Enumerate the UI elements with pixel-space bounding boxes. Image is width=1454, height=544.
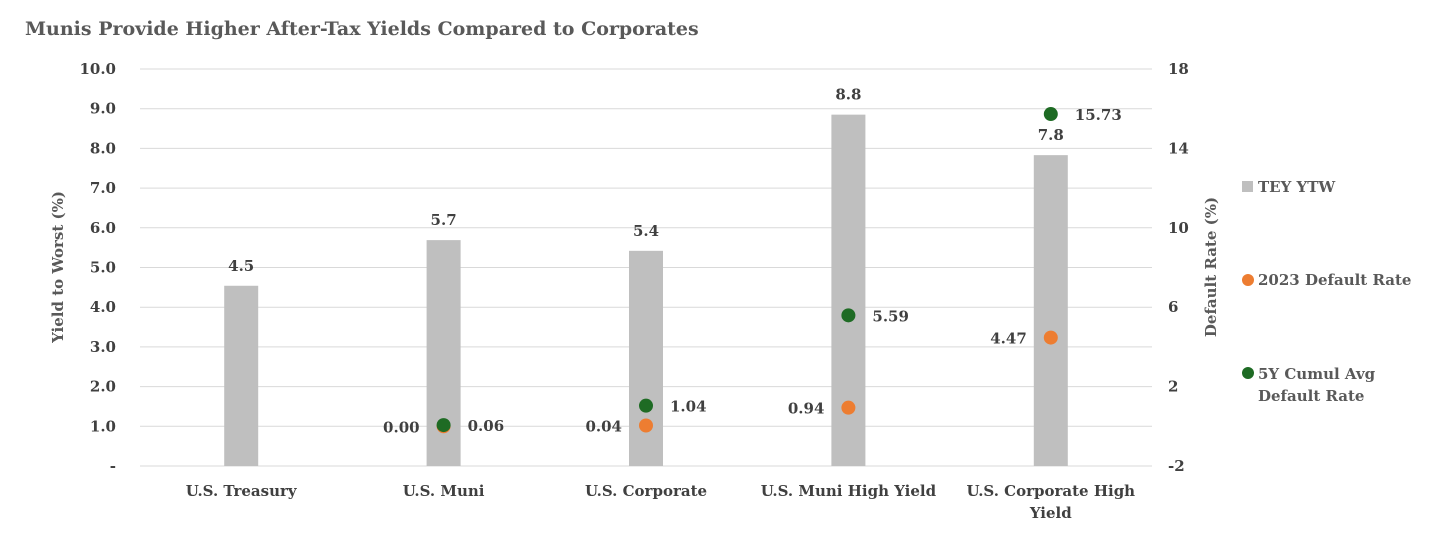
category-label: U.S. Corporate — [585, 482, 707, 500]
legend: TEY YTW 2023 Default Rate 5Y Cumul Avg Defa… — [1242, 178, 1411, 405]
default-rate-label: 0.04 — [585, 418, 622, 436]
legend-swatch-2023-default — [1242, 274, 1254, 286]
cumul-default-label: 0.06 — [468, 417, 505, 435]
left-tick-label: 9.0 — [90, 100, 116, 118]
bar-data-label: 5.4 — [633, 222, 659, 240]
left-tick-label: 10.0 — [79, 60, 116, 78]
category-label: U.S. Corporate High — [967, 482, 1136, 500]
bar-data-label: 7.8 — [1038, 126, 1064, 144]
point-series: 0.00 0.04 0.94 4.47 0.06 1.04 5.59 15.73 — [383, 106, 1122, 436]
category-label: U.S. Treasury — [186, 482, 298, 500]
legend-label-tey-ytw: TEY YTW — [1258, 178, 1336, 196]
default-rate-point — [841, 400, 856, 415]
cumul-default-point — [436, 418, 451, 433]
left-tick-label: 6.0 — [90, 219, 116, 237]
legend-swatch-tey-ytw — [1242, 181, 1253, 192]
bar-data-label: 4.5 — [228, 257, 254, 275]
right-tick-label: 2 — [1168, 378, 1178, 396]
left-tick-label: 2.0 — [90, 378, 116, 396]
right-tick-label: 10 — [1168, 219, 1189, 237]
legend-label-2023-default: 2023 Default Rate — [1258, 271, 1411, 289]
left-tick-label: 4.0 — [90, 298, 116, 316]
legend-label-cumul-default: 5Y Cumul Avg — [1258, 365, 1376, 383]
cumul-default-label: 5.59 — [872, 307, 909, 325]
left-tick-label: 3.0 — [90, 338, 116, 356]
right-axis-ticks: -2 2 6 10 14 18 — [1168, 60, 1189, 475]
legend-label-cumul-default: Default Rate — [1258, 387, 1364, 405]
right-tick-label: 18 — [1168, 60, 1189, 78]
category-label: Yield — [1029, 504, 1072, 522]
default-rate-point — [639, 418, 653, 433]
right-tick-label: 14 — [1168, 139, 1189, 157]
chart-title: Munis Provide Higher After-Tax Yields Co… — [25, 18, 699, 40]
left-axis-ticks: - 1.0 2.0 3.0 4.0 5.0 6.0 7.0 8.0 9.0 10.0 — [79, 60, 116, 475]
bar — [1033, 155, 1068, 467]
category-labels: U.S. Treasury U.S. Muni U.S. Corporate U.S.… — [186, 482, 1135, 522]
category-label: U.S. Muni High Yield — [761, 482, 937, 500]
default-rate-point — [1043, 330, 1058, 345]
bar-data-label: 8.8 — [835, 86, 861, 104]
cumul-default-label: 1.04 — [670, 398, 707, 416]
legend-swatch-cumul-default — [1242, 367, 1254, 379]
right-tick-label: 6 — [1168, 298, 1178, 316]
bar — [224, 285, 259, 466]
cumul-default-label: 15.73 — [1075, 106, 1122, 124]
cumul-default-point — [841, 308, 856, 323]
default-rate-label: 0.00 — [383, 418, 420, 436]
right-tick-label: -2 — [1168, 457, 1185, 475]
left-axis-title: Yield to Worst (%) — [49, 191, 67, 344]
cumul-default-point — [639, 398, 653, 413]
category-label: U.S. Muni — [403, 482, 485, 500]
default-rate-label: 0.94 — [788, 400, 825, 418]
default-rate-label: 4.47 — [990, 330, 1027, 348]
right-axis-title: Default Rate (%) — [1202, 197, 1220, 337]
bar — [629, 250, 663, 466]
cumul-default-point — [1043, 107, 1058, 122]
left-tick-label: 1.0 — [90, 417, 116, 435]
left-tick-label: 8.0 — [90, 139, 116, 157]
left-tick-label: 5.0 — [90, 259, 116, 277]
left-tick-label: - — [110, 457, 116, 475]
left-tick-label: 7.0 — [90, 179, 116, 197]
bar-data-label: 5.7 — [431, 211, 457, 229]
